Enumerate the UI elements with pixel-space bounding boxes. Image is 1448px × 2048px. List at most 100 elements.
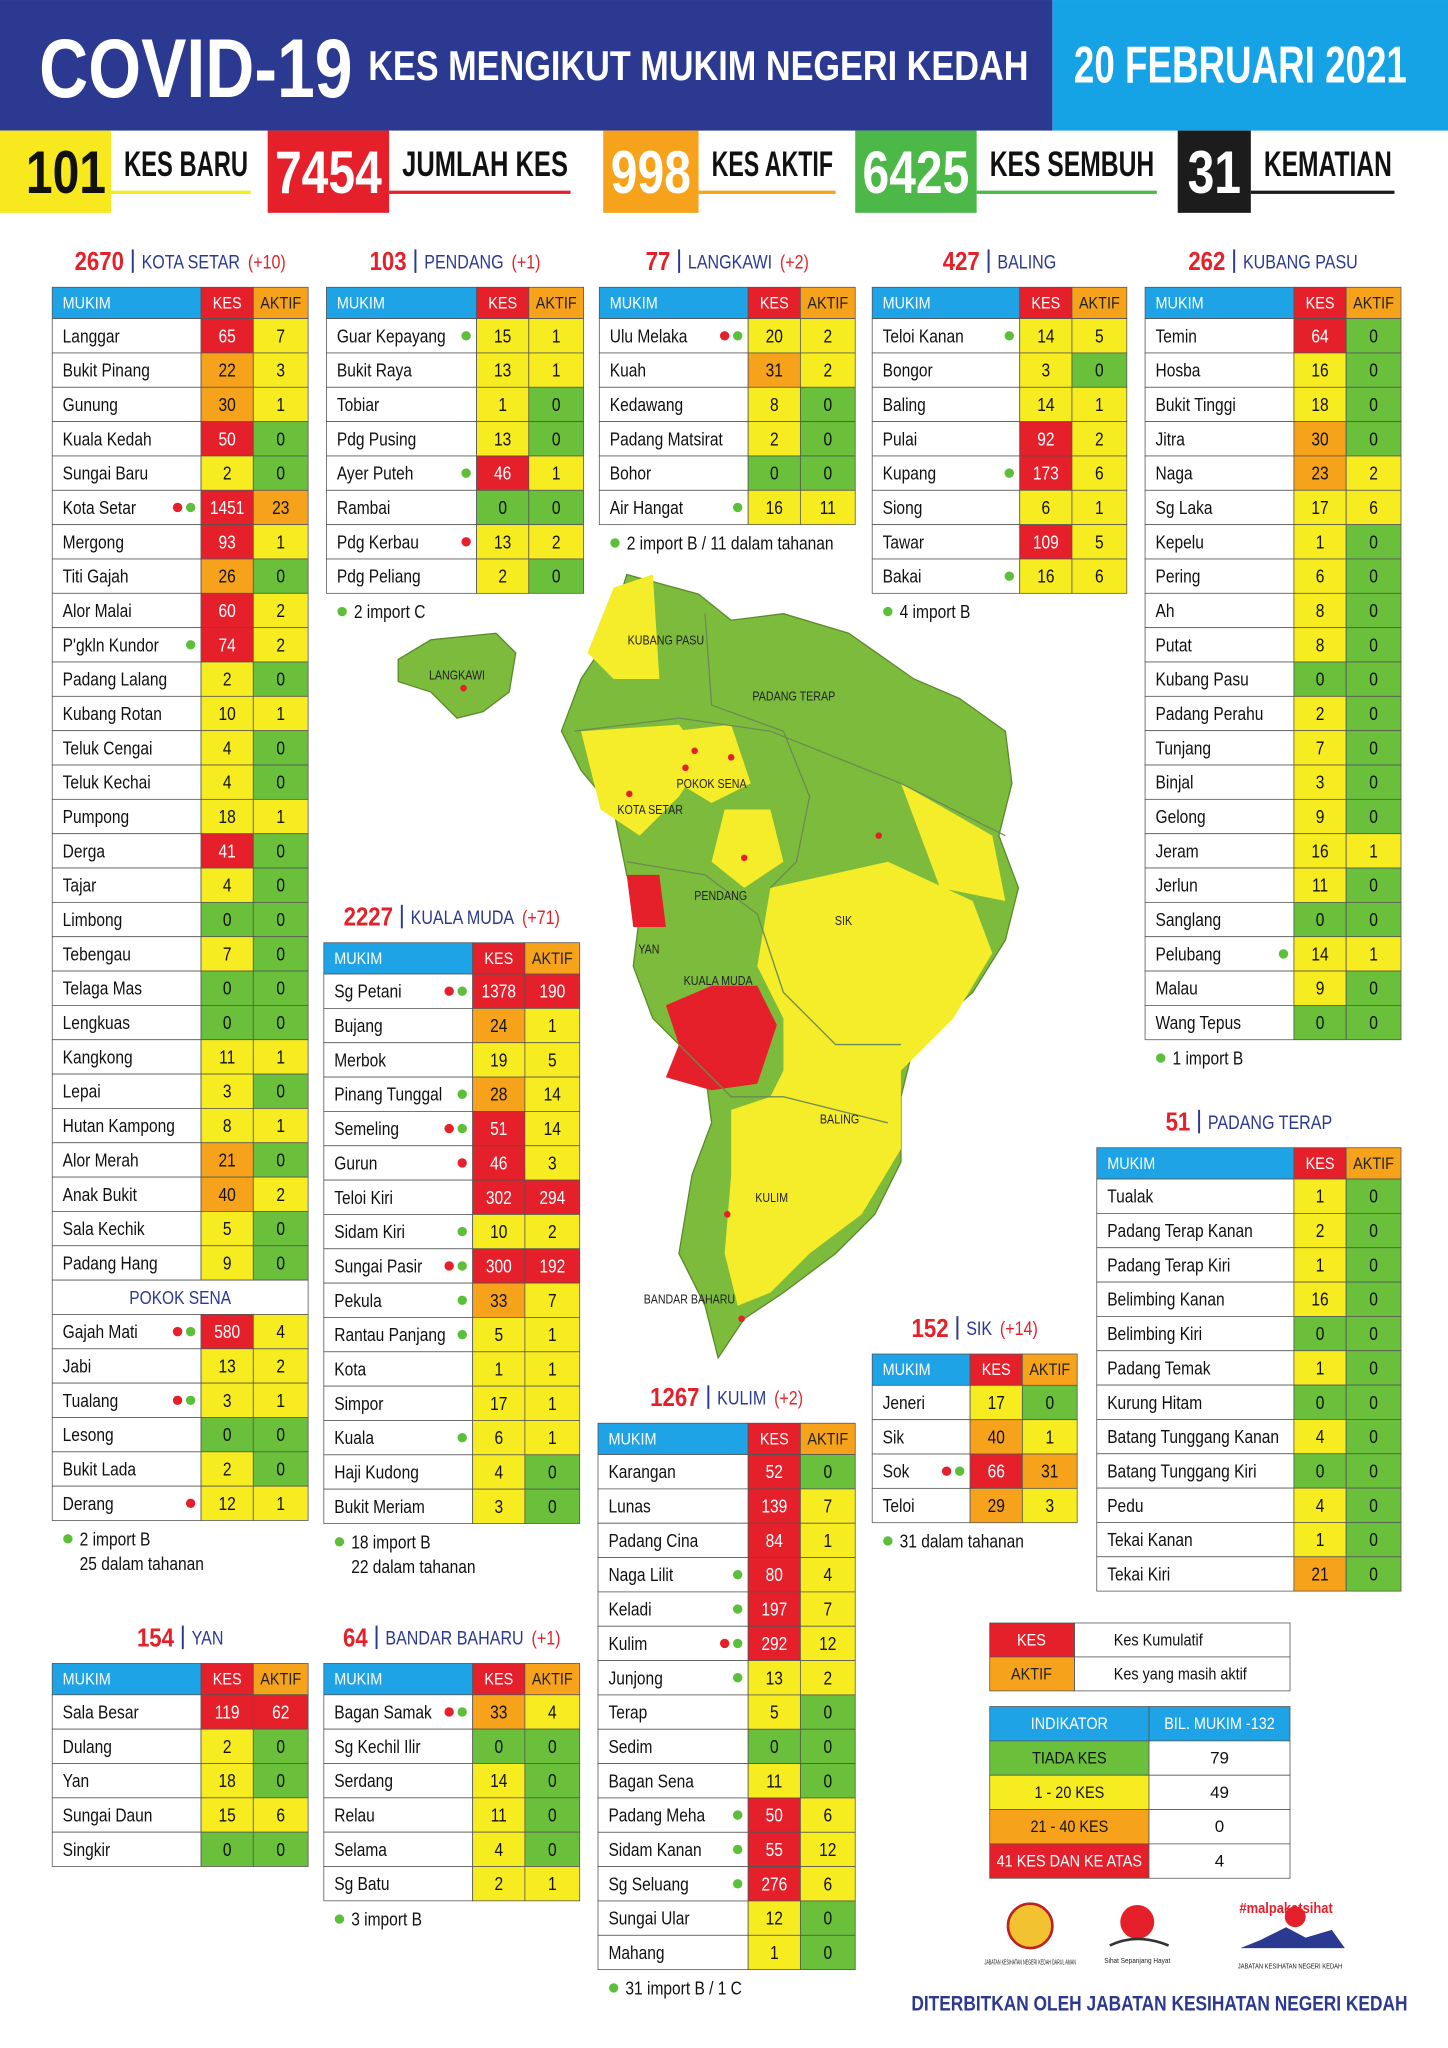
aktif-value: 1 [548, 1324, 557, 1345]
mukim-name: Kepelu [1156, 531, 1204, 552]
column-header: KES [1306, 1154, 1335, 1173]
mukim-name: Selama [334, 1839, 387, 1860]
mukim-name: Ulu Melaka [610, 325, 688, 346]
kes-cell [200, 1451, 254, 1487]
indicator-label-cell [989, 1843, 1150, 1879]
mukim-name: Kota [334, 1358, 367, 1379]
name-cell [597, 1488, 749, 1524]
kes-value: 14 [490, 1770, 507, 1791]
separator [707, 1385, 710, 1409]
district-change: (+1) [531, 1628, 560, 1650]
aktif-value: 2 [1369, 463, 1378, 484]
kes-cell [200, 524, 254, 560]
aktif-value: 0 [1369, 1186, 1378, 1207]
name-cell [1144, 592, 1295, 629]
kes-value: 50 [219, 428, 236, 449]
kes-value: 0 [223, 909, 232, 930]
status-dot [1004, 468, 1014, 478]
kes-value: 276 [761, 1873, 787, 1894]
name-cell [323, 1866, 474, 1902]
kes-value: 46 [490, 1152, 507, 1173]
name-cell [51, 1039, 202, 1075]
map [397, 573, 1020, 1360]
aktif-value: 0 [276, 978, 285, 999]
name-cell [598, 455, 749, 491]
map-label: LANGKAWI [429, 668, 485, 683]
header-band [0, 0, 1053, 131]
mukim-name: Lengkuas [63, 1012, 130, 1033]
map-label: KUBANG PASU [628, 632, 705, 647]
kes-value: 119 [215, 1701, 240, 1722]
aktif-value: 1 [276, 1390, 285, 1411]
name-cell [1096, 1419, 1295, 1455]
kes-cell [200, 867, 254, 903]
kes-value: 6 [1316, 566, 1325, 587]
aktif-cell [799, 318, 856, 354]
aktif-value: 1 [276, 806, 285, 827]
aktif-cell [524, 1454, 581, 1490]
aktif-value: 1 [276, 394, 285, 415]
aktif-value: 1 [1095, 497, 1104, 518]
aktif-value: 0 [552, 428, 561, 449]
name-cell [871, 1487, 971, 1524]
aktif-cell [524, 1694, 581, 1730]
kes-cell [472, 1145, 526, 1181]
kes-cell [200, 695, 254, 732]
mukim-name: Sok [883, 1461, 910, 1482]
mukim-name: Merbok [334, 1049, 387, 1070]
header-cell [51, 286, 202, 319]
mukim-name: Tobiar [337, 394, 379, 415]
name-cell [597, 1454, 749, 1490]
aktif-cell [1345, 730, 1402, 766]
name-cell [597, 1934, 749, 1971]
aktif-value: 0 [1369, 1254, 1378, 1275]
aktif-value: 0 [1369, 634, 1378, 655]
aktif-cell [1345, 592, 1402, 629]
district-total: 427 [943, 246, 980, 276]
map-label: PADANG TERAP [752, 688, 835, 703]
header-cell [1293, 1147, 1347, 1180]
column-header: AKTIF [260, 1670, 301, 1689]
kes-value: 3 [223, 1081, 232, 1102]
aktif-value: 1 [552, 325, 561, 346]
mukim-name: Ah [1156, 600, 1175, 621]
kes-value: 0 [1316, 1012, 1325, 1033]
header-cell [799, 1422, 856, 1455]
aktif-cell [799, 1763, 856, 1799]
aktif-cell [252, 1797, 309, 1833]
aktif-value: 0 [276, 1149, 285, 1170]
name-cell [51, 798, 202, 835]
kes-value: 4 [494, 1839, 503, 1860]
kes-value: 16 [1311, 840, 1328, 861]
kes-value: 11 [1312, 875, 1328, 896]
mukim-name: Bukit Lada [63, 1458, 137, 1479]
mukim-name: Sg Seluang [608, 1873, 688, 1894]
aktif-value: 14 [544, 1084, 561, 1105]
mukim-name: Air Hangat [610, 497, 683, 518]
kes-value: 2 [223, 669, 232, 690]
kes-value: 30 [219, 394, 236, 415]
mukim-name: Naga Lilit [608, 1564, 673, 1585]
district-name: LANGKAWI [688, 251, 772, 273]
aktif-value: 1 [276, 1115, 285, 1136]
mukim-name: Bukit Pinang [63, 360, 150, 381]
aktif-value: 4 [548, 1701, 557, 1722]
aktif-cell [252, 1451, 309, 1487]
kes-cell [969, 1419, 1023, 1455]
kes-cell [476, 489, 530, 526]
aktif-value: 0 [1369, 703, 1378, 724]
column-header: KES [484, 1670, 513, 1689]
stat-box [267, 130, 390, 213]
separator [987, 249, 990, 273]
aktif-cell [1345, 1453, 1402, 1489]
kes-value: 3 [494, 1496, 503, 1517]
aktif-cell [252, 1382, 309, 1418]
stat-label: KES SEMBUH [990, 145, 1155, 184]
aktif-cell [1345, 1316, 1402, 1352]
column-header: KES [213, 293, 242, 312]
aktif-value: 1 [1369, 840, 1378, 861]
header-cell [252, 1663, 309, 1696]
name-cell [1144, 901, 1295, 938]
name-cell [598, 489, 749, 526]
aktif-cell [524, 1145, 581, 1181]
